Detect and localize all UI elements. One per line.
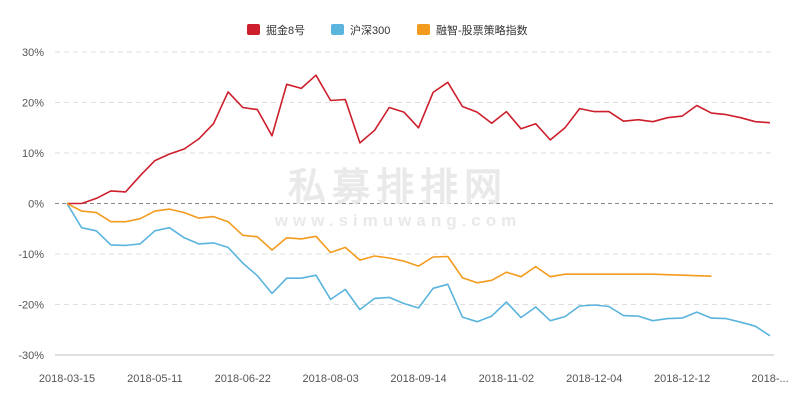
legend-label: 掘金8号 <box>266 23 305 37</box>
legend-swatch <box>331 24 344 35</box>
x-tick-label: 2018-... <box>751 373 788 385</box>
y-tick-label: 10% <box>22 148 44 160</box>
x-tick-label: 2018-09-14 <box>390 373 446 385</box>
x-tick-label: 2018-03-15 <box>39 373 95 385</box>
watermark-url: www.simuwang.com <box>274 211 522 230</box>
watermark-cn: 私募排排网 <box>288 167 508 209</box>
legend: 掘金8号 沪深300 融智-股票策略指数 <box>247 23 528 37</box>
watermark: 私募排排网 www.simuwang.com <box>274 167 522 230</box>
x-tick-label: 2018-12-12 <box>654 373 710 385</box>
y-axis: 30% 20% 10% 0% -10% -20% -30% <box>18 47 44 362</box>
series-line-2[interactable] <box>66 202 712 284</box>
x-tick-label: 2018-06-22 <box>215 373 271 385</box>
x-tick-label: 2018-11-02 <box>479 373 534 385</box>
y-tick-label: 30% <box>22 47 44 59</box>
legend-swatch <box>417 24 430 35</box>
x-tick-label: 2018-12-04 <box>566 373 622 385</box>
x-axis: 2018-03-15 2018-05-11 2018-06-22 2018-08-03… <box>39 373 789 385</box>
y-tick-label: 20% <box>22 98 44 110</box>
series-line-1[interactable] <box>66 203 771 337</box>
legend-item-1[interactable]: 沪深300 <box>331 23 390 37</box>
y-tick-label: -10% <box>18 249 44 261</box>
series-line-0[interactable] <box>67 74 771 205</box>
y-tick-label: 0% <box>28 199 44 211</box>
legend-swatch <box>247 24 260 35</box>
legend-label: 融智-股票策略指数 <box>436 23 528 37</box>
x-tick-label: 2018-08-03 <box>302 373 358 385</box>
x-tick-label: 2018-05-11 <box>127 373 182 385</box>
legend-label: 沪深300 <box>350 23 390 37</box>
legend-item-0[interactable]: 掘金8号 <box>247 23 305 37</box>
series-group <box>66 74 771 337</box>
y-tick-label: -30% <box>18 350 44 362</box>
y-tick-label: -20% <box>18 300 44 312</box>
legend-item-2[interactable]: 融智-股票策略指数 <box>417 23 528 37</box>
